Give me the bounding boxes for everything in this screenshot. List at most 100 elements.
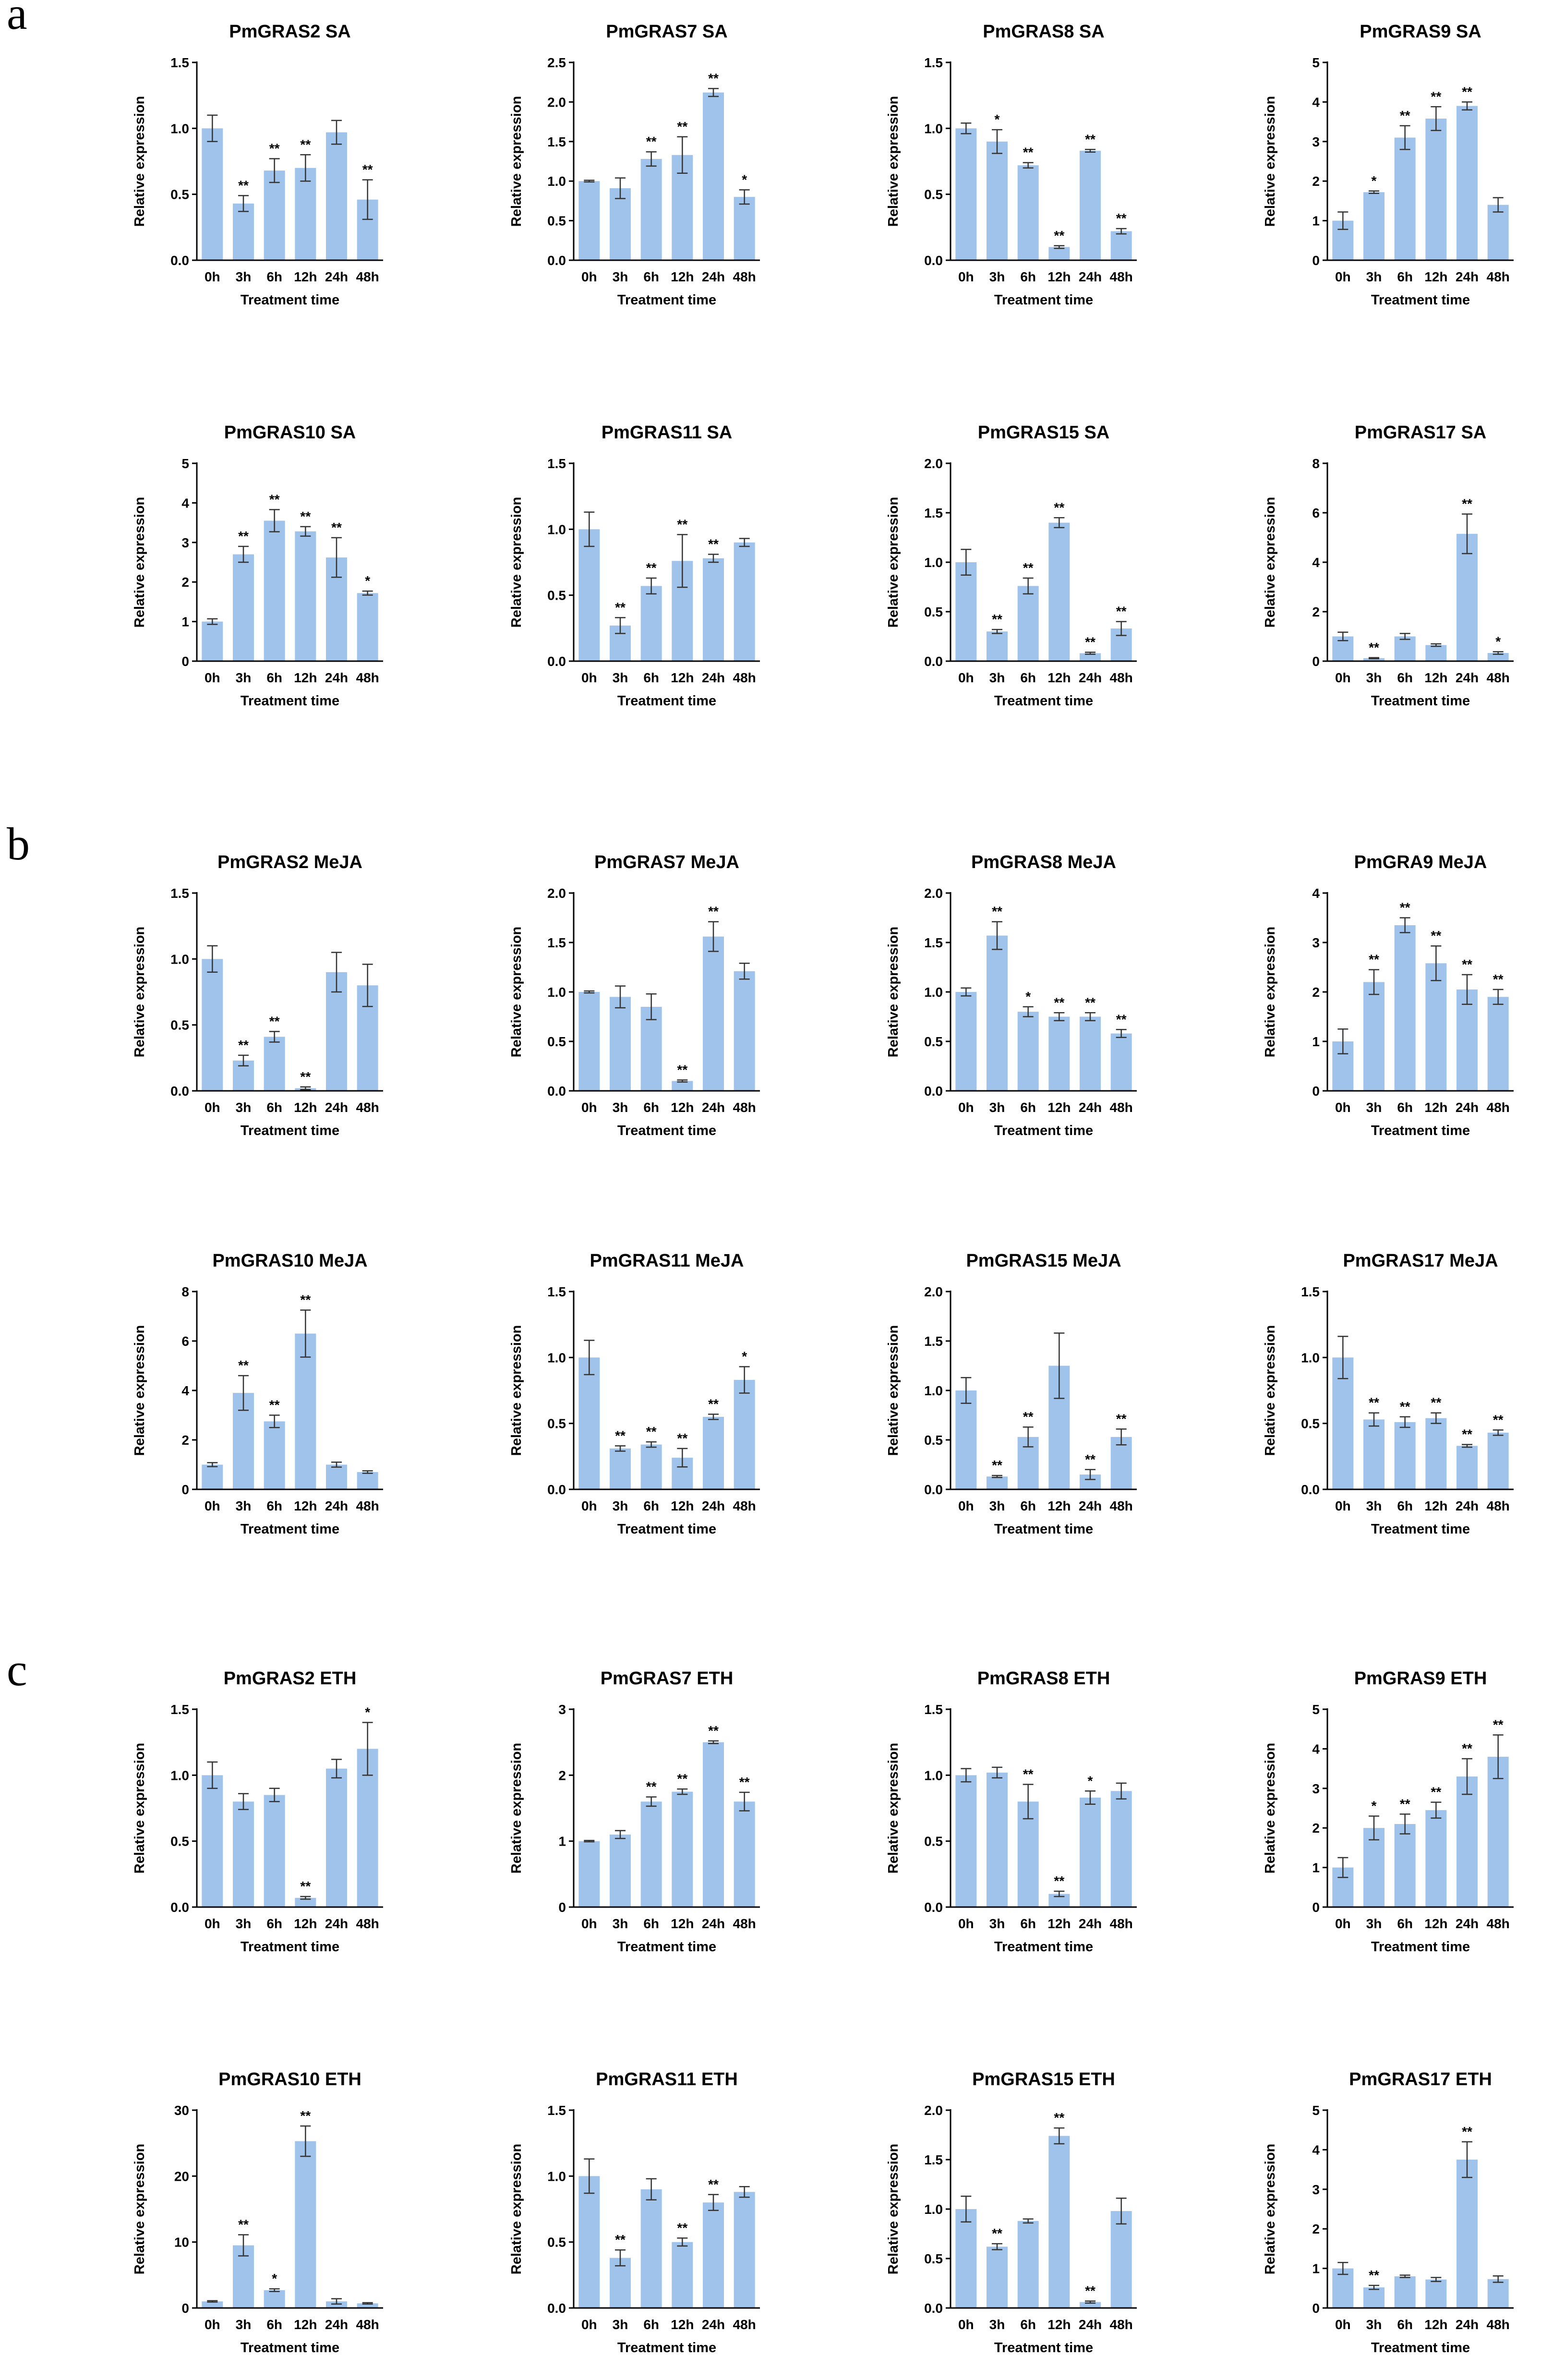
- bar-6h: [1394, 137, 1416, 260]
- bar-24h: [326, 2301, 347, 2308]
- bar-24h: [1080, 1016, 1101, 1091]
- significance-label: **: [269, 1014, 280, 1028]
- significance-label: **: [1085, 634, 1096, 649]
- significance-label: **: [1462, 1741, 1472, 1756]
- significance-label: **: [708, 1723, 719, 1738]
- bar-24h: [703, 936, 724, 1091]
- y-tick-label: 1.0: [924, 121, 943, 136]
- chart-16: PmGRAS17 MeJA 0h ** 3h ** 6h ** 12h ** 24h ** 48h 0.…: [1263, 1251, 1514, 1537]
- y-tick-label: 0.0: [924, 1084, 943, 1099]
- bar-48h: [734, 1380, 755, 1489]
- x-tick-label: 48h: [733, 1100, 756, 1115]
- x-axis-label: Treatment time: [617, 2340, 716, 2356]
- significance-label: *: [742, 1349, 747, 1364]
- y-tick-label: 10: [174, 2235, 189, 2250]
- y-tick-label: 1.0: [170, 1768, 189, 1783]
- y-tick-label: 0.0: [170, 1900, 189, 1915]
- bar-12h: [1425, 119, 1447, 260]
- x-tick-label: 48h: [1110, 269, 1133, 284]
- chart-title: PmGRAS2 SA: [229, 22, 350, 42]
- x-tick-label: 6h: [1020, 1100, 1036, 1115]
- significance-label: **: [269, 1398, 280, 1413]
- significance-label: **: [1462, 957, 1472, 972]
- x-tick-label: 6h: [1020, 1498, 1036, 1513]
- y-tick-label: 5: [1312, 2103, 1320, 2118]
- chart-20: PmGRAS9 ETH 0h * 3h ** 6h ** 12h ** 24h ** 48h 0 1 2 3 4…: [1263, 1668, 1514, 1955]
- x-axis-label: Treatment time: [617, 1522, 716, 1537]
- y-tick-label: 0.0: [547, 253, 566, 268]
- bar-48h: [1110, 1033, 1132, 1091]
- x-tick-label: 48h: [733, 1498, 756, 1513]
- x-tick-label: 0h: [581, 2317, 597, 2332]
- x-tick-label: 48h: [356, 1916, 379, 1931]
- chart-title: PmGRAS15 ETH: [972, 2069, 1115, 2090]
- significance-label: **: [992, 2226, 1002, 2241]
- significance-label: **: [992, 612, 1002, 627]
- significance-label: **: [1431, 89, 1441, 104]
- x-axis-label: Treatment time: [994, 693, 1093, 709]
- bar-0h: [1332, 2268, 1354, 2308]
- chart-title: PmGRAS2 ETH: [224, 1668, 357, 1689]
- bar-0h: [202, 2301, 223, 2308]
- bar-48h: [1110, 1791, 1132, 1907]
- chart-title: PmGRAS7 SA: [606, 22, 727, 42]
- x-tick-label: 24h: [325, 1498, 348, 1513]
- x-tick-label: 6h: [1397, 269, 1413, 284]
- x-tick-label: 6h: [643, 670, 659, 685]
- bar-6h: [264, 1795, 285, 1907]
- significance-label: **: [1023, 1767, 1034, 1782]
- chart-7: PmGRAS15 SA 0h ** 3h ** 6h ** 12h ** 24h ** 48h 0.0 0…: [886, 423, 1137, 709]
- x-tick-label: 0h: [1335, 269, 1351, 284]
- bar-24h: [703, 558, 724, 661]
- y-axis-label: Relative expression: [509, 497, 524, 628]
- bar-48h: [357, 1472, 378, 1489]
- significance-label: **: [708, 904, 719, 919]
- bar-12h: [672, 1081, 693, 1091]
- chart-title: PmGRAS8 ETH: [977, 1668, 1110, 1689]
- y-axis-label: Relative expression: [1263, 2144, 1278, 2274]
- chart-title: PmGRA9 MeJA: [1354, 852, 1487, 872]
- x-tick-label: 6h: [643, 1100, 659, 1115]
- x-tick-label: 0h: [958, 269, 974, 284]
- significance-label: **: [677, 517, 687, 532]
- significance-label: **: [677, 2220, 687, 2235]
- y-tick-label: 4: [181, 495, 189, 510]
- bar-3h: [233, 1801, 254, 1907]
- y-tick-label: 0: [1312, 2301, 1320, 2316]
- bar-48h: [1487, 1756, 1509, 1907]
- y-tick-label: 0.5: [924, 187, 943, 202]
- x-axis-label: Treatment time: [241, 2340, 339, 2356]
- x-axis-label: Treatment time: [994, 1123, 1093, 1138]
- bar-3h: [1363, 2287, 1384, 2308]
- x-tick-label: 6h: [266, 1916, 282, 1931]
- x-tick-label: 48h: [1110, 1100, 1133, 1115]
- x-tick-label: 12h: [1047, 670, 1071, 685]
- bar-3h: [610, 188, 631, 260]
- significance-label: **: [708, 71, 719, 85]
- x-tick-label: 48h: [733, 1916, 756, 1931]
- x-tick-label: 24h: [1456, 1916, 1479, 1931]
- x-tick-label: 12h: [294, 2317, 317, 2332]
- bar-3h: [610, 997, 631, 1091]
- bar-0h: [955, 992, 977, 1091]
- x-tick-label: 6h: [266, 2317, 282, 2332]
- y-tick-label: 4: [1312, 1741, 1320, 1756]
- x-axis-label: Treatment time: [241, 1123, 339, 1138]
- y-tick-label: 0: [181, 2301, 189, 2316]
- significance-label: **: [238, 1358, 249, 1373]
- y-tick-label: 0.5: [547, 1034, 566, 1049]
- y-tick-label: 6: [1312, 506, 1320, 520]
- y-axis-label: Relative expression: [132, 96, 147, 227]
- y-tick-label: 1.0: [547, 1350, 566, 1365]
- y-axis-label: Relative expression: [886, 1743, 901, 1873]
- x-axis-label: Treatment time: [1371, 1522, 1470, 1537]
- significance-label: **: [1493, 972, 1504, 987]
- x-tick-label: 6h: [643, 1498, 659, 1513]
- x-tick-label: 6h: [1397, 1498, 1413, 1513]
- x-tick-label: 24h: [1079, 2317, 1102, 2332]
- y-tick-label: 0: [1312, 1084, 1320, 1099]
- y-axis-label: Relative expression: [1263, 96, 1278, 227]
- bar-12h: [295, 1897, 316, 1907]
- x-tick-label: 0h: [1335, 1100, 1351, 1115]
- y-tick-label: 0.5: [1301, 1416, 1320, 1431]
